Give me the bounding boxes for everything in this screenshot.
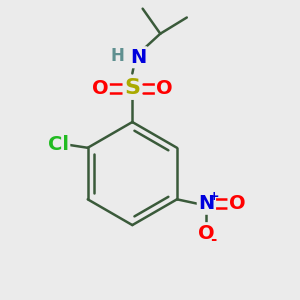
Text: O: O [92,79,108,98]
Text: O: O [229,194,246,213]
Text: S: S [124,78,140,98]
Text: +: + [208,190,219,203]
Text: N: N [130,48,146,67]
Text: O: O [198,224,215,243]
Text: Cl: Cl [48,135,69,154]
Text: -: - [211,232,217,247]
Text: O: O [156,79,173,98]
Text: N: N [198,194,214,213]
Text: H: H [111,47,124,65]
